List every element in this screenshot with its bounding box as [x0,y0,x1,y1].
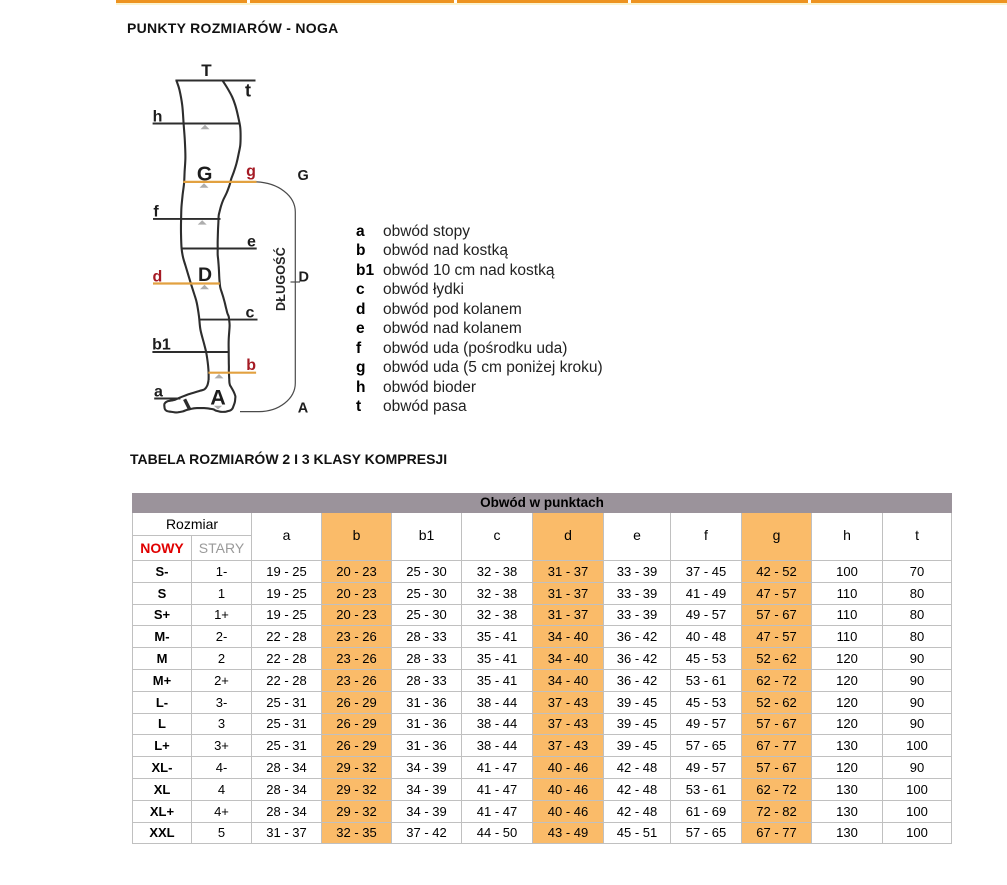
svg-text:c: c [246,305,255,322]
svg-text:h: h [153,109,163,126]
svg-text:T: T [201,61,212,80]
svg-text:g: g [246,163,256,180]
svg-text:DŁUGOŚĆ: DŁUGOŚĆ [273,247,288,311]
svg-text:D: D [198,264,212,286]
svg-text:t: t [245,81,251,101]
svg-text:d: d [153,269,163,286]
svg-text:b1: b1 [152,337,171,354]
svg-text:G: G [298,168,309,184]
svg-text:G: G [197,163,213,185]
svg-text:a: a [154,384,163,401]
svg-text:D: D [298,270,308,286]
svg-text:f: f [153,204,159,221]
svg-text:A: A [298,400,309,416]
svg-text:b: b [246,357,256,374]
svg-text:e: e [247,234,256,251]
svg-text:A: A [210,386,226,410]
